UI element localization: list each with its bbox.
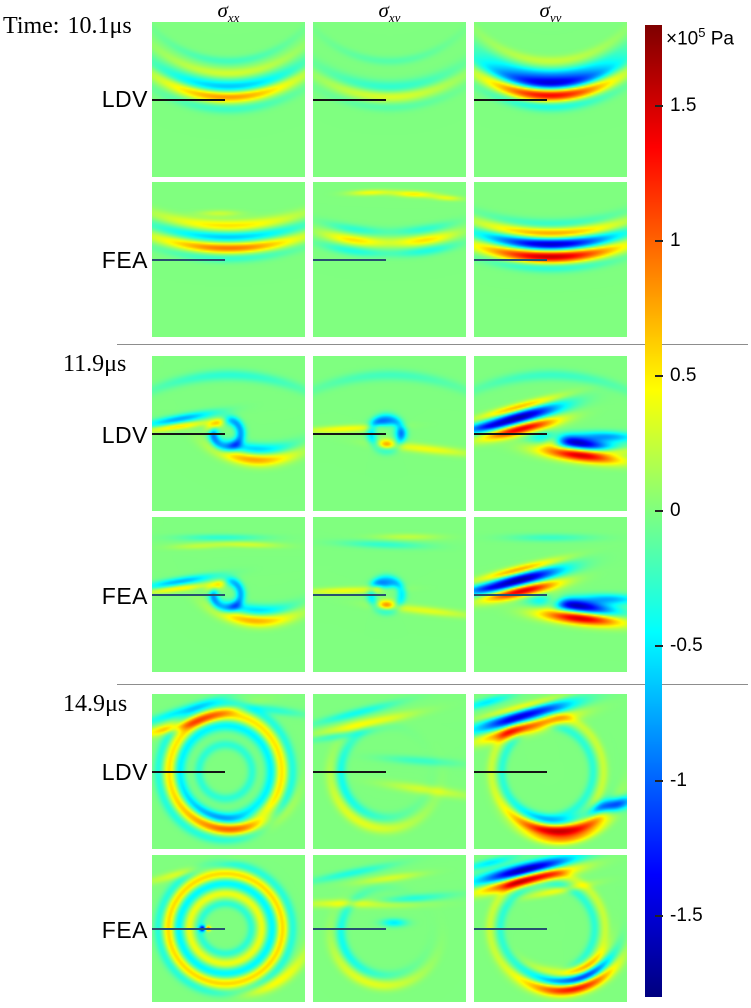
colorbar	[645, 25, 662, 997]
colorbar-tick-mark	[655, 375, 663, 377]
time-label-group-2: 11.9μs	[63, 351, 126, 378]
column-header-sigma-xx: σxx	[152, 0, 305, 26]
stress-field-panel-fea-sigma-xy-t3	[313, 855, 466, 1002]
colorbar-tick-mark	[655, 645, 663, 647]
sigma-subscript: yy	[549, 10, 562, 25]
crack-line	[152, 99, 226, 101]
colorbar-tick-label: 0	[670, 500, 681, 521]
crack-line	[152, 594, 226, 596]
row-label-ldv-1: LDV	[101, 86, 148, 112]
colorbar-tick-label: -0.5	[670, 635, 703, 656]
stress-field-panel-ldv-sigma-xx-t2	[152, 356, 305, 511]
time-label-group-1: Time: 10.1μs	[3, 13, 132, 40]
time-prefix: Time:	[3, 13, 60, 39]
stress-field-panel-ldv-sigma-yy-t3	[474, 694, 627, 849]
stress-field-panel-ldv-sigma-xy-t2	[313, 356, 466, 511]
crack-line	[474, 259, 548, 261]
column-header-sigma-xy: σxy	[313, 0, 466, 26]
colorbar-tick-mark	[655, 105, 663, 107]
stress-field-panel-fea-sigma-yy-t2	[474, 517, 627, 672]
colorbar-tick-label: 1	[670, 230, 681, 251]
crack-line	[152, 771, 226, 773]
row-label-fea-3: FEA	[101, 917, 148, 943]
crack-line	[313, 99, 387, 101]
row-label-ldv-2: LDV	[101, 422, 148, 448]
crack-line	[152, 928, 226, 930]
crack-line	[313, 771, 387, 773]
colorbar-tick-mark	[655, 510, 663, 512]
sigma-symbol: σ	[378, 0, 389, 22]
stress-field-panel-ldv-sigma-xx-t3	[152, 694, 305, 849]
time-value: 10.1μs	[67, 13, 132, 39]
colorbar-tick-mark	[655, 915, 663, 917]
crack-line	[152, 433, 226, 435]
crack-line	[474, 928, 548, 930]
colorbar-tick-label: -1	[670, 770, 687, 791]
colorbar-tick-label: -1.5	[670, 905, 703, 926]
colorbar-unit-label: ×105 Pa	[666, 25, 734, 50]
crack-line	[313, 594, 387, 596]
crack-line	[313, 928, 387, 930]
stress-field-panel-fea-sigma-xx-t1	[152, 182, 305, 337]
sigma-subscript: xy	[388, 10, 401, 25]
stress-field-panel-fea-sigma-yy-t1	[474, 182, 627, 337]
row-label-ldv-3: LDV	[101, 759, 148, 785]
stress-field-panel-fea-sigma-yy-t3	[474, 855, 627, 1002]
time-value: 11.9μs	[63, 351, 127, 377]
sigma-symbol: σ	[217, 0, 228, 22]
colorbar-tick-mark	[655, 240, 663, 242]
time-label-group-3: 14.9μs	[63, 691, 127, 718]
row-label-fea-2: FEA	[101, 583, 148, 609]
stress-field-panel-fea-sigma-xx-t3	[152, 855, 305, 1002]
stress-field-panel-fea-sigma-xx-t2	[152, 517, 305, 672]
sigma-symbol: σ	[539, 0, 550, 22]
group-separator-2	[117, 684, 748, 685]
stress-field-panel-ldv-sigma-yy-t2	[474, 356, 627, 511]
stress-field-panel-fea-sigma-xy-t2	[313, 517, 466, 672]
stress-field-panel-ldv-sigma-xy-t1	[313, 22, 466, 177]
crack-line	[474, 433, 548, 435]
colorbar-tick-mark	[655, 780, 663, 782]
colorbar-tick-label: 1.5	[670, 95, 697, 116]
colorbar-tick-label: 0.5	[670, 365, 697, 386]
stress-field-panel-ldv-sigma-xy-t3	[313, 694, 466, 849]
crack-line	[474, 594, 548, 596]
stress-field-panel-fea-sigma-xy-t1	[313, 182, 466, 337]
sigma-subscript: xx	[227, 10, 240, 25]
time-value: 14.9μs	[63, 691, 128, 717]
stress-field-panel-ldv-sigma-xx-t1	[152, 22, 305, 177]
crack-line	[313, 433, 387, 435]
column-header-sigma-yy: σyy	[474, 0, 627, 26]
crack-line	[474, 771, 548, 773]
row-label-fea-1: FEA	[101, 247, 148, 273]
crack-line	[474, 99, 548, 101]
stress-field-panel-ldv-sigma-yy-t1	[474, 22, 627, 177]
crack-line	[152, 259, 226, 261]
crack-line	[313, 259, 387, 261]
group-separator-1	[117, 344, 748, 345]
